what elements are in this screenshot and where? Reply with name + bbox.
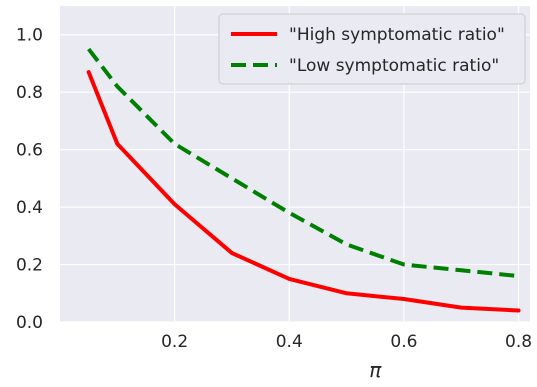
series-line-high-symptomatic [86, 70, 521, 313]
y-tick-label: 0.0 [16, 313, 43, 333]
legend-label-high: "High symptomatic ratio" [289, 25, 505, 45]
legend-box [218, 13, 526, 85]
x-tick-label: 0.8 [505, 332, 532, 352]
y-tick-label: 0.4 [16, 198, 43, 218]
legend-label-low: "Low symptomatic ratio" [289, 56, 499, 76]
y-tick-label: 0.6 [16, 141, 43, 161]
series-lines [86, 47, 521, 313]
x-axis-label: π [369, 358, 382, 382]
x-tick-label: 0.6 [390, 332, 417, 352]
x-tick-label: 0.2 [161, 332, 188, 352]
series-line-low-symptomatic [87, 47, 519, 279]
x-tick-label: 0.4 [276, 332, 303, 352]
y-tick-label: 0.2 [16, 256, 43, 276]
y-tick-label: 1.0 [16, 26, 43, 46]
legend: "High symptomatic ratio" "Low symptomati… [218, 13, 526, 85]
tick-labels: 0.2 0.4 0.6 0.8 0.0 0.2 0.4 0.6 0.8 1.0 [16, 26, 532, 352]
y-tick-label: 0.8 [16, 83, 43, 103]
